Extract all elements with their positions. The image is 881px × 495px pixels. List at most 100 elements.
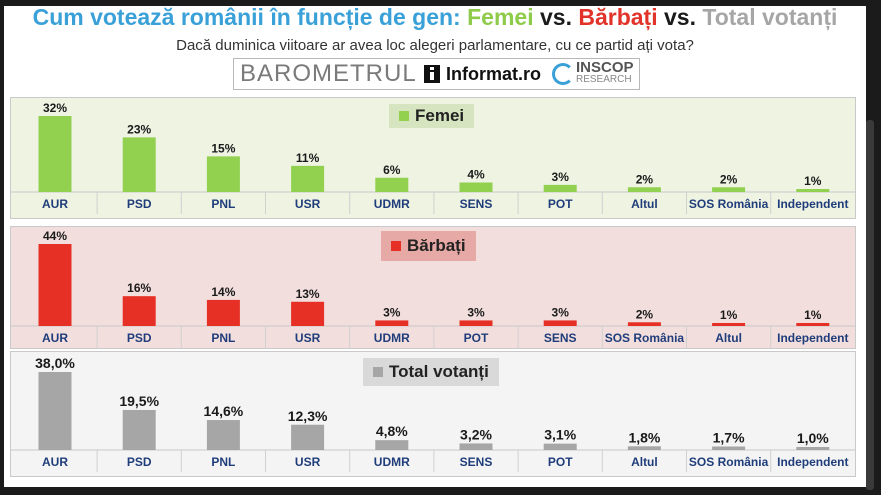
category-label-barbati-1: PSD: [127, 331, 152, 345]
category-label-total-3: USR: [295, 455, 321, 469]
inscop-logo: INSCOP: [576, 59, 634, 76]
data-label-femei-2: 15%: [211, 141, 235, 155]
data-label-total-7: 1,8%: [628, 429, 660, 445]
data-label-total-1: 19,5%: [119, 393, 159, 409]
legend-total: Total votanți: [363, 358, 499, 386]
category-label-total-4: UDMR: [374, 455, 410, 469]
category-label-barbati-3: USR: [295, 331, 321, 345]
category-label-total-5: SENS: [460, 455, 493, 469]
bar-barbati-3: [291, 301, 325, 326]
category-label-total-1: PSD: [127, 455, 152, 469]
window-edge: [866, 120, 874, 490]
data-label-barbati-2: 14%: [211, 285, 235, 299]
bar-barbati-7: [627, 322, 661, 326]
legend-label-barbati: Bărbați: [407, 236, 466, 255]
category-label-femei-5: SENS: [460, 197, 493, 211]
inscop-research-logo: RESEARCH: [576, 74, 632, 85]
category-label-total-2: PNL: [211, 455, 235, 469]
data-label-femei-5: 4%: [467, 168, 485, 182]
bar-total-9: [796, 447, 830, 450]
bar-total-2: [206, 420, 240, 450]
category-label-femei-8: SOS România: [689, 197, 769, 211]
bar-femei-0: [38, 116, 72, 192]
bar-total-6: [543, 443, 577, 450]
data-label-femei-6: 3%: [552, 170, 570, 184]
chart-panel-barbati: 44% AUR 16% PSD 14% PNL 13% USR 3% UDMR 3% POT 3% SEN…: [10, 226, 856, 349]
category-label-barbati-4: UDMR: [374, 331, 410, 345]
category-label-barbati-9: Independent: [777, 331, 848, 345]
bar-total-4: [375, 440, 409, 450]
informat-logo: Informat.ro: [446, 64, 542, 84]
page-title: Cum votează românii în funcție de gen: F…: [0, 4, 870, 31]
bar-femei-6: [543, 184, 577, 192]
data-label-femei-3: 11%: [296, 151, 320, 165]
data-label-total-8: 1,7%: [713, 430, 745, 446]
legend-swatch-total: [373, 367, 383, 377]
bar-barbati-9: [796, 323, 830, 326]
title-vs-2: vs.: [664, 4, 696, 30]
title-barbati: Bărbați: [578, 4, 658, 30]
chart-panel-total: 38,0% AUR 19,5% PSD 14,6% PNL 12,3% USR 4,8% UDMR…: [10, 351, 856, 477]
data-label-total-3: 12,3%: [288, 408, 328, 424]
data-label-barbati-8: 1%: [720, 308, 738, 322]
data-label-barbati-6: 3%: [552, 305, 570, 319]
barometrul-logo: BAROMETRUL: [240, 60, 417, 87]
bar-chart-barbati: 44% AUR 16% PSD 14% PNL 13% USR 3% UDMR 3% POT 3% SEN…: [11, 229, 855, 348]
category-label-femei-7: Altul: [631, 197, 658, 211]
legend-barbati: Bărbați: [381, 231, 476, 261]
title-femei: Femei: [467, 4, 534, 30]
category-label-total-8: SOS România: [689, 455, 769, 469]
title-vs-1: vs.: [539, 4, 572, 30]
bar-femei-9: [796, 189, 830, 192]
category-label-femei-1: PSD: [127, 197, 152, 211]
bar-barbati-6: [543, 320, 577, 326]
category-label-femei-9: Independent: [777, 197, 848, 211]
category-label-femei-6: POT: [548, 197, 573, 211]
legend-swatch-barbati: [391, 241, 401, 251]
page-subtitle: Dacă duminica viitoare ar avea loc alege…: [176, 37, 694, 54]
data-label-barbati-5: 3%: [467, 305, 485, 319]
legend-swatch-femei: [399, 111, 409, 121]
data-label-femei-0: 32%: [43, 101, 67, 115]
category-label-barbati-2: PNL: [211, 331, 235, 345]
legend-femei: Femei: [389, 104, 475, 128]
bar-femei-2: [206, 156, 240, 192]
data-label-barbati-0: 44%: [43, 229, 67, 243]
category-label-femei-0: AUR: [42, 197, 68, 211]
data-label-total-5: 3,2%: [460, 426, 492, 442]
category-label-barbati-6: SENS: [544, 331, 577, 345]
data-label-barbati-4: 3%: [383, 305, 401, 319]
category-label-femei-4: UDMR: [374, 197, 410, 211]
bar-total-0: [38, 372, 72, 450]
category-label-total-7: Altul: [631, 455, 658, 469]
bar-barbati-5: [459, 320, 493, 326]
bar-total-1: [122, 409, 156, 450]
category-label-total-6: POT: [548, 455, 573, 469]
legend-label-total: Total votanți: [389, 362, 489, 381]
bar-total-7: [627, 446, 661, 450]
informat-icon: [424, 65, 440, 83]
data-label-total-6: 3,1%: [544, 427, 576, 443]
data-label-total-9: 1,0%: [797, 430, 829, 446]
sponsor-logos: BAROMETRUL Informat.ro INSCOP RESEARCH: [233, 58, 640, 90]
category-label-barbati-7: SOS România: [605, 331, 685, 345]
bar-total-5: [459, 443, 493, 450]
data-label-barbati-7: 2%: [636, 307, 654, 321]
bar-barbati-4: [375, 320, 409, 326]
data-label-barbati-9: 1%: [804, 308, 822, 322]
bar-barbati-8: [712, 323, 746, 326]
title-total: Total votanți: [702, 4, 838, 30]
data-label-femei-1: 23%: [127, 122, 151, 136]
bar-femei-7: [627, 187, 661, 192]
bar-total-8: [712, 446, 746, 450]
data-label-barbati-1: 16%: [127, 281, 151, 295]
data-label-femei-9: 1%: [804, 174, 822, 188]
data-label-total-2: 14,6%: [204, 403, 244, 419]
bar-femei-8: [712, 187, 746, 192]
data-label-femei-4: 6%: [383, 163, 401, 177]
data-label-femei-7: 2%: [636, 172, 654, 186]
category-label-barbati-8: Altul: [715, 331, 742, 345]
bar-total-3: [291, 424, 325, 450]
bar-femei-3: [291, 165, 325, 192]
legend-label-femei: Femei: [415, 106, 465, 125]
